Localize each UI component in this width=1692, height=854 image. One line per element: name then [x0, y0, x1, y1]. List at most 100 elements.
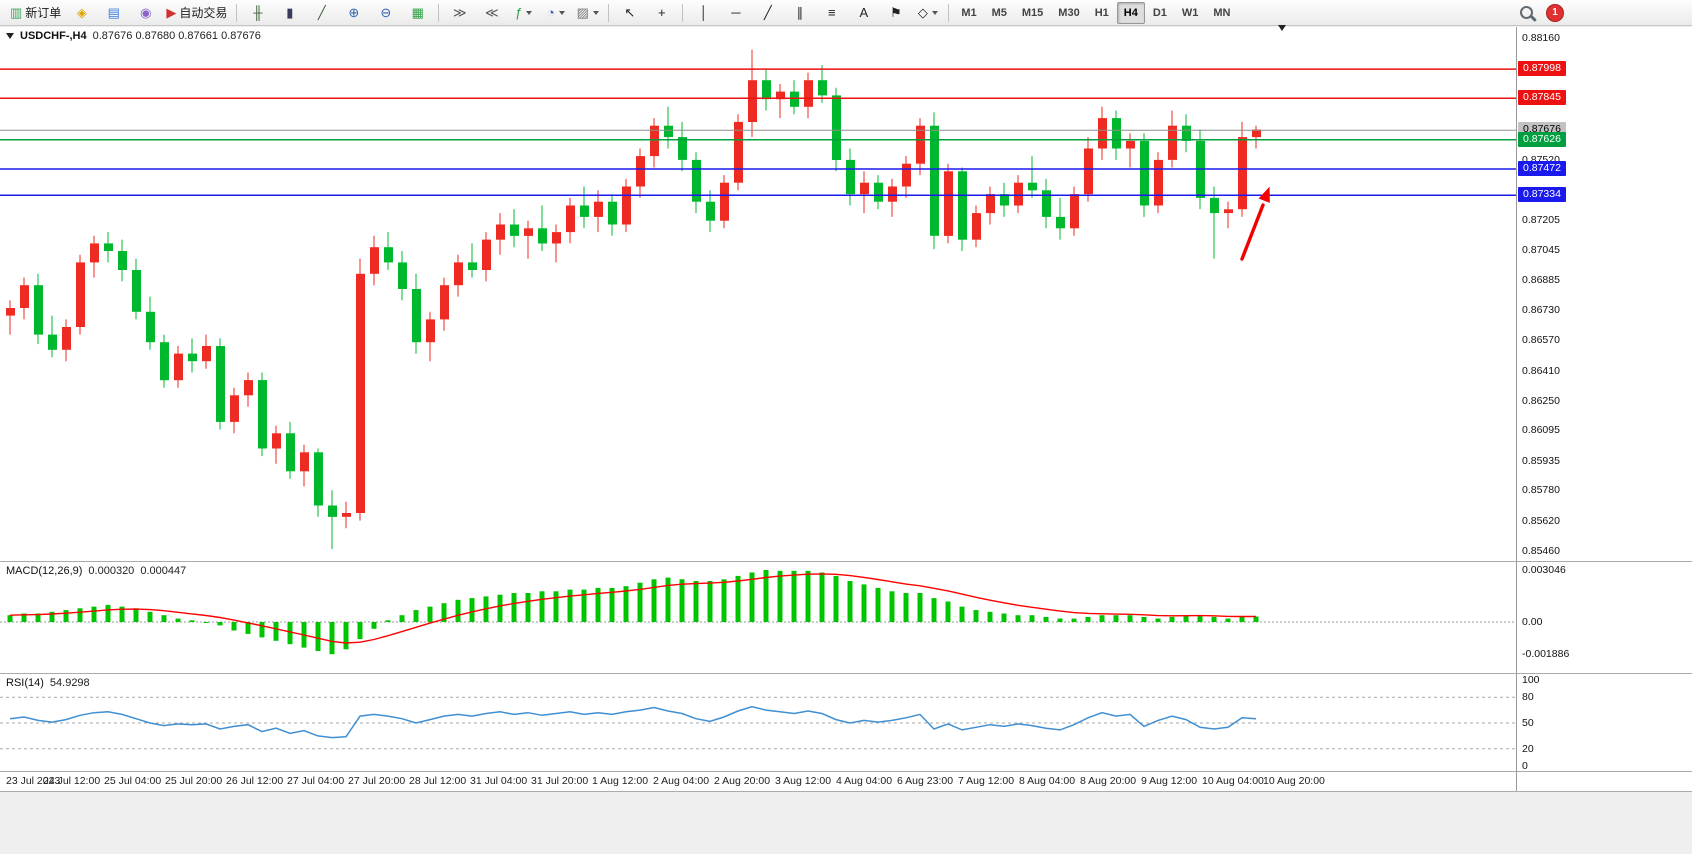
timeframe-h4[interactable]: H4: [1116, 1, 1145, 24]
vertical-line-button[interactable]: │: [688, 1, 719, 25]
trend-arrow-annotation[interactable]: [1240, 185, 1275, 261]
timeframe-w1[interactable]: W1: [1181, 6, 1199, 19]
timeframe-m5[interactable]: M5: [991, 6, 1007, 19]
candlestick-chart-button[interactable]: ▮: [274, 1, 305, 25]
text-button[interactable]: A: [848, 1, 879, 25]
templates-button[interactable]: ▨: [572, 1, 603, 25]
tile-windows-button[interactable]: ▦: [402, 1, 433, 25]
text-label-button[interactable]: ⚑: [880, 1, 911, 25]
search-icon: [1520, 5, 1533, 19]
timeframe-d1[interactable]: D1: [1152, 6, 1167, 19]
price-scale-label: 0.87045: [1522, 244, 1560, 256]
new-order-button[interactable]: ▥ 新订单: [6, 1, 65, 25]
time-axis-label: 1 Aug 12:00: [592, 775, 649, 787]
zoom-out-icon: ⊖: [380, 5, 392, 20]
cursor-button[interactable]: ↖: [614, 1, 645, 25]
time-axis-label: 31 Jul 04:00: [470, 775, 528, 787]
trendline-icon: ╱: [763, 5, 772, 20]
alerts-button[interactable]: ◈: [66, 1, 97, 25]
horizontal-line-button[interactable]: ─: [720, 1, 751, 25]
line-chart-button[interactable]: ╱: [306, 1, 337, 25]
timeframe-mn[interactable]: MN: [1213, 6, 1231, 19]
bar-chart-button[interactable]: ╫: [242, 1, 273, 25]
panel-separator[interactable]: [0, 771, 1692, 772]
rsi-scale-label: 20: [1522, 743, 1534, 755]
price-scale-label: 0.86885: [1522, 274, 1560, 286]
candles: [6, 49, 1261, 550]
time-axis-label: 27 Jul 20:00: [348, 775, 406, 787]
rsi-header: RSI(14) 54.9298: [6, 677, 90, 689]
ohlc-values: 0.87676 0.87680 0.87661 0.87676: [92, 30, 261, 42]
play-icon: ▶: [166, 5, 177, 20]
zoom-in-icon: ⊕: [348, 5, 360, 20]
price-scale-label: 0.85460: [1522, 545, 1560, 557]
search-icon-handle: [1530, 14, 1537, 22]
notification-badge[interactable]: 1: [1546, 3, 1564, 22]
macd-signal-value: 0.000447: [140, 565, 187, 577]
price-scale-label: 0.86250: [1522, 395, 1560, 407]
time-axis-label: 10 Aug 04:00: [1202, 775, 1264, 787]
macd-scale[interactable]: 0.003046 0.00 -0.001886: [1517, 562, 1692, 673]
indicators-button[interactable]: ƒ: [508, 1, 539, 25]
price-scale-label: 0.86570: [1522, 334, 1560, 346]
periods-button[interactable]: ◔: [540, 1, 571, 25]
vertical-line-icon: │: [699, 5, 708, 20]
price-scale-label: 0.86730: [1522, 304, 1560, 316]
macd-scale-label: 0.00: [1522, 616, 1543, 628]
fibonacci-button[interactable]: ≡: [816, 1, 847, 25]
mql5-community-button[interactable]: ◉: [130, 1, 161, 25]
chart-shift-marker[interactable]: [1278, 25, 1286, 49]
toolbar-separator: [236, 3, 238, 22]
timeframe-m15[interactable]: M15: [1021, 6, 1044, 19]
timeframe-m1[interactable]: M1: [961, 6, 977, 19]
chart-collapse-icon[interactable]: [6, 33, 14, 39]
time-axis-label: 28 Jul 12:00: [409, 775, 467, 787]
panel-separator[interactable]: [0, 673, 1692, 674]
auto-trading-button[interactable]: ▶ 自动交易: [162, 1, 231, 25]
depth-of-market-button[interactable]: ▤: [98, 1, 129, 25]
time-axis-label: 31 Jul 20:00: [531, 775, 589, 787]
timeframe-h1[interactable]: H1: [1094, 6, 1109, 19]
rsi-scale[interactable]: 100 80 50 20 0: [1517, 674, 1692, 772]
rsi-scale-label: 100: [1522, 674, 1540, 686]
macd-label: MACD(12,26,9): [6, 565, 83, 577]
scale-divider: [1516, 27, 1517, 791]
shapes-icon: ◇: [917, 5, 928, 20]
zoom-out-button[interactable]: ⊖: [370, 1, 401, 25]
rsi-canvas[interactable]: [0, 674, 1516, 771]
symbol-timeframe-label: USDCHF-,H4: [20, 30, 87, 42]
panel-separator[interactable]: [0, 561, 1692, 562]
arrows-button[interactable]: ◇: [912, 1, 943, 25]
price-chart-panel[interactable]: USDCHF-,H4 0.87676 0.87680 0.87661 0.876…: [0, 25, 1516, 561]
macd-panel[interactable]: MACD(12,26,9) 0.000320 0.000447: [0, 562, 1516, 673]
crosshair-button[interactable]: +: [646, 1, 677, 25]
time-axis-label: 25 Jul 04:00: [104, 775, 162, 787]
price-scale-label: 0.86095: [1522, 424, 1560, 436]
candlestick-canvas[interactable]: [0, 27, 1516, 561]
macd-signal-line: [9, 573, 1256, 644]
macd-canvas[interactable]: [0, 562, 1516, 673]
function-icon: ƒ: [515, 5, 523, 20]
rsi-panel[interactable]: RSI(14) 54.9298: [0, 674, 1516, 771]
new-order-chart-icon: ▥: [10, 5, 23, 20]
timeframe-m30[interactable]: M30: [1058, 6, 1080, 19]
auto-scroll-icon: ≫: [453, 5, 467, 20]
time-axis-label: 8 Aug 04:00: [1019, 775, 1076, 787]
chart-shift-button[interactable]: ≪: [476, 1, 507, 25]
horizontal-level-lines[interactable]: [0, 68, 1516, 196]
auto-scroll-button[interactable]: ≫: [444, 1, 475, 25]
price-scale-label: 0.85780: [1522, 484, 1560, 496]
time-axis-label: 6 Aug 23:00: [897, 775, 954, 787]
flag-icon: ⚑: [890, 5, 902, 20]
rsi-scale-label: 80: [1522, 691, 1534, 703]
trendline-button[interactable]: ╱: [752, 1, 783, 25]
rsi-line: [9, 705, 1257, 739]
zoom-in-button[interactable]: ⊕: [338, 1, 369, 25]
search-button[interactable]: [1518, 4, 1537, 22]
macd-scale-label: 0.003046: [1522, 564, 1566, 576]
cursor-arrow-icon: ↖: [624, 5, 636, 20]
price-tag: 0.87845: [1518, 90, 1566, 105]
time-axis[interactable]: 23 Jul 2023 24 Jul 12:00 25 Jul 04:00 25 Ju…: [0, 772, 1692, 791]
price-scale[interactable]: 0.88160 0.87520 0.87205 0.87045 0.86885 0.867…: [1517, 27, 1692, 561]
channel-button[interactable]: ∥: [784, 1, 815, 25]
